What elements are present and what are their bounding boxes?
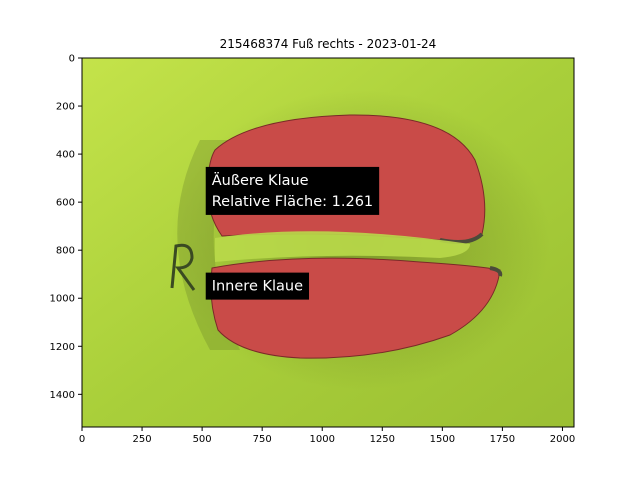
y-tick-label: 1000 (50, 294, 75, 305)
annotation-box: Innere Klaue (205, 272, 310, 300)
x-tick-label: 1000 (310, 434, 335, 445)
x-tick-label: 750 (253, 434, 272, 445)
annotation-background (205, 272, 310, 300)
y-tick-label: 1200 (50, 342, 75, 353)
y-tick-label: 600 (56, 198, 75, 209)
x-tick-label: 500 (193, 434, 212, 445)
x-tick-label: 1250 (370, 434, 395, 445)
x-axis: 0 250 500 750 1000 1250 1500 1750 2000 (79, 427, 575, 445)
x-tick-label: 0 (79, 434, 85, 445)
annotation-text: Innere Klaue (212, 279, 303, 295)
title-group: 215468374 Fuß rechts - 2023-01-24 (220, 37, 437, 51)
y-tick-label: 1400 (50, 390, 75, 401)
annotation-background (205, 166, 380, 215)
photo-plot-area (82, 58, 574, 427)
chart-title: 215468374 Fuß rechts - 2023-01-24 (220, 37, 437, 51)
annotations: Äußere Klaue Relative Fläche: 1.261 Innere… (205, 166, 380, 300)
r-marking (170, 243, 196, 291)
photo-shadow-left (177, 140, 240, 350)
y-tick-label: 400 (56, 150, 75, 161)
annotation-text: Relative Fläche: 1.261 (212, 194, 373, 210)
x-tick-label: 250 (133, 434, 152, 445)
x-tick-label: 2000 (550, 434, 575, 445)
annotation-text: Äußere Klaue (212, 171, 309, 189)
inner-claw-dark-edge (489, 266, 503, 277)
y-tick-label: 200 (56, 102, 75, 113)
claw-gap (215, 231, 470, 262)
x-tick-label: 1750 (490, 434, 515, 445)
annotation-box: Äußere Klaue Relative Fläche: 1.261 (205, 166, 380, 215)
y-axis: 0 200 400 600 800 1000 1200 1400 (50, 54, 82, 401)
y-tick-label: 800 (56, 246, 75, 257)
plot-frame (81, 57, 575, 428)
x-tick-label: 1500 (430, 434, 455, 445)
y-tick-label: 0 (69, 54, 75, 65)
